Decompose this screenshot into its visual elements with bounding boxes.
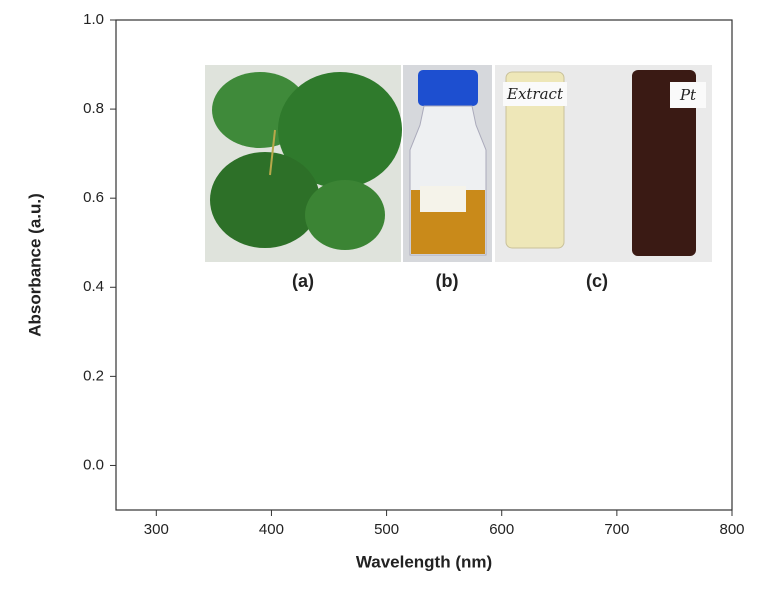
pt-tube [632,70,696,256]
bottle-cap [418,70,478,106]
y-tick-label: 1.0 [83,11,104,28]
plot-frame [115,19,733,511]
panel-label: (a) [292,271,314,291]
extract-label: Extract [506,85,564,103]
y-tick-label: 0.6 [83,189,104,206]
leaf-stem [269,129,276,176]
x-axis-title: Wavelength (nm) [356,552,492,571]
pt-label: Pt [679,86,697,104]
x-tick-label: 600 [489,521,514,538]
extract-tube-label [503,82,567,106]
leaf [305,180,385,250]
leaf [210,152,320,248]
leaf [278,72,402,188]
x-tick-label: 300 [144,521,169,538]
panel-label: (c) [586,271,608,291]
bottle-label [420,186,466,212]
y-tick-label: 0.2 [83,367,104,384]
y-tick-label: 0.8 [83,100,104,117]
pt-tube-label [670,82,706,108]
panel-label: (b) [436,271,459,291]
extract-tube [505,71,565,249]
x-tick-label: 800 [719,521,744,538]
y-tick-label: 0.0 [83,456,104,473]
y-tick-label: 0.4 [83,278,104,295]
x-tick-label: 400 [259,521,284,538]
inset-photos: Extract Pt [205,65,712,262]
x-tick-label: 500 [374,521,399,538]
y-axis-title: Absorbance (a.u.) [25,193,44,337]
x-tick-label: 700 [604,521,629,538]
